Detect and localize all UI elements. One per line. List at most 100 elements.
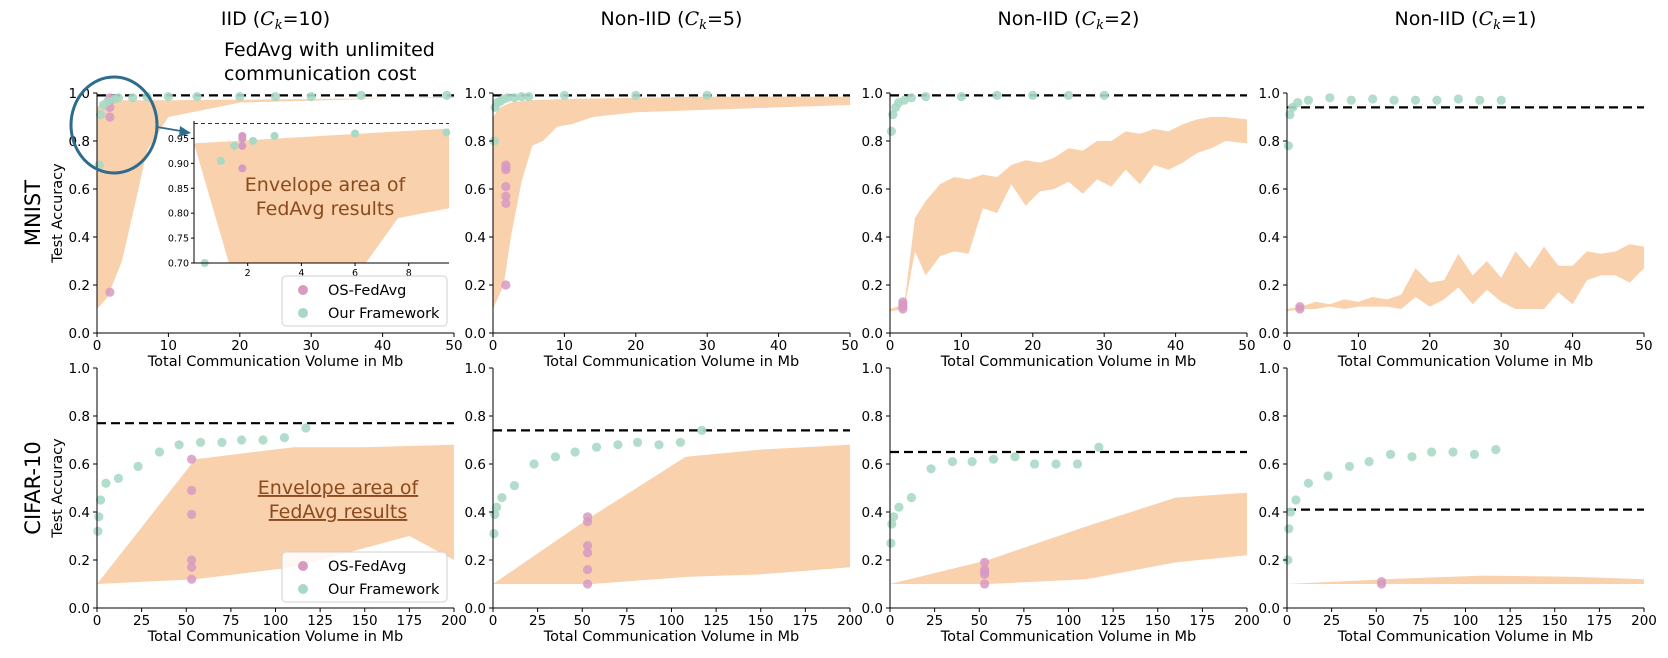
x-tick-label: 30 (1493, 338, 1510, 354)
framework-point (1453, 94, 1463, 104)
column-title-subscript: k (1493, 18, 1501, 33)
column-title-1: Non-IID (Ck=5) (601, 8, 743, 33)
framework-point (894, 502, 904, 512)
os-fedavg-point (105, 112, 115, 122)
framework-point (1368, 94, 1378, 104)
y-tick-label: 0.0 (69, 326, 90, 342)
panel-cifar-0: 0 25 50 75 100 125 150 175 200 0.0 0.2 0.4 0.6 0.8 1.0… (69, 361, 467, 645)
panel-mnist-2: 0 10 20 30 40 50 0.0 0.2 0.4 0.6 0.8 1.0 Total Commu… (862, 86, 1256, 370)
inset-y-tick-label: 0.70 (168, 259, 189, 270)
inset-y-tick-label: 0.85 (168, 184, 189, 195)
inset-framework-point (270, 131, 279, 140)
inset-framework-point (249, 136, 258, 145)
column-title-suffix: =2) (1104, 8, 1139, 30)
column-title-0: IID (Ck=10) (221, 8, 330, 33)
framework-point (1291, 495, 1301, 505)
inset-y-tick-label: 0.95 (168, 134, 189, 145)
fedavg-envelope-area (493, 444, 850, 584)
y-tick-label: 1.0 (862, 86, 883, 102)
x-tick-label: 20 (231, 338, 248, 354)
framework-point (192, 92, 202, 102)
framework-point (559, 90, 570, 100)
x-tick-label: 0 (489, 338, 498, 354)
os-fedavg-point (583, 512, 593, 522)
framework-point (947, 457, 958, 467)
framework-point (1323, 471, 1333, 481)
x-tick-label: 20 (627, 338, 644, 354)
legend-box (281, 275, 448, 327)
x-tick-label: 10 (1350, 338, 1367, 354)
inset-os-fedavg-point (238, 141, 247, 150)
framework-point (1448, 447, 1458, 457)
framework-point (550, 452, 561, 462)
x-tick-label: 50 (1368, 613, 1385, 629)
framework-point (301, 423, 311, 433)
zoom-inset: 2 4 6 8 0.70 0.75 0.80 0.85 0.90 0.95 (168, 121, 451, 279)
x-tick-label: 100 (1453, 613, 1479, 629)
x-tick-label: 30 (1096, 338, 1113, 354)
fedavg-envelope-area (890, 117, 1247, 312)
x-tick-label: 175 (792, 613, 818, 629)
x-tick-label: 50 (841, 338, 858, 354)
inset-x-tick-label: 8 (406, 268, 412, 279)
x-tick-label: 200 (1631, 613, 1657, 629)
os-fedavg-point (187, 555, 197, 565)
y-tick-label: 0.6 (1259, 182, 1280, 198)
os-fedavg-point (583, 579, 593, 589)
y-tick-label: 0.4 (1259, 230, 1280, 246)
os-fedavg-point (898, 297, 908, 307)
row-label-mnist: MNIST (21, 180, 45, 246)
x-axis-label: Total Communication Volume in Mb (543, 629, 799, 645)
x-tick-label: 200 (1234, 613, 1260, 629)
y-tick-label: 0.8 (1259, 134, 1280, 150)
y-tick-label: 1.0 (69, 361, 90, 377)
framework-point (524, 92, 534, 102)
x-tick-label: 50 (1238, 338, 1255, 354)
y-tick-label: 1.0 (1259, 86, 1280, 102)
x-axis-label: Total Communication Volume in Mb (1337, 354, 1593, 370)
x-tick-label: 0 (1283, 338, 1292, 354)
framework-point (899, 95, 909, 105)
framework-point (1063, 90, 1074, 100)
y-tick-label: 0.2 (1259, 553, 1280, 569)
inset-x-tick-label: 6 (352, 268, 358, 279)
envelope-annotation: Envelope area of (245, 174, 407, 196)
framework-point (632, 437, 643, 447)
x-tick-label: 150 (1542, 613, 1568, 629)
framework-point (1410, 95, 1421, 105)
envelope-annotation: FedAvg results (256, 198, 395, 220)
os-fedavg-point (187, 454, 197, 464)
column-title-suffix: =5) (707, 8, 742, 30)
x-tick-label: 125 (703, 613, 729, 629)
column-title-subscript: k (275, 18, 283, 33)
x-tick-label: 25 (133, 613, 150, 629)
framework-point (94, 512, 104, 522)
legend-cifar10: OS-FedAvg Our Framework (281, 551, 448, 603)
x-tick-label: 25 (1323, 613, 1340, 629)
framework-point (509, 481, 520, 491)
zoom-arrow-head (179, 126, 191, 137)
framework-point (1385, 449, 1396, 459)
y-axis-label-mnist: Test Accuracy (50, 163, 66, 264)
panel-mnist-1: 0 10 20 30 40 50 0.0 0.2 0.4 0.6 0.8 1.0 Total Commu… (465, 86, 859, 370)
x-tick-label: 40 (374, 338, 391, 354)
framework-point (1285, 110, 1295, 120)
envelope-annotation: Envelope area of (258, 477, 420, 499)
x-tick-label: 75 (618, 613, 635, 629)
x-tick-label: 30 (303, 338, 320, 354)
os-fedavg-point (501, 280, 511, 290)
framework-point (1389, 95, 1399, 105)
framework-point (967, 457, 977, 467)
os-fedavg-point (501, 191, 511, 201)
framework-point (1099, 90, 1109, 100)
framework-point (113, 473, 124, 483)
framework-point (217, 437, 227, 447)
x-tick-label: 10 (953, 338, 970, 354)
y-tick-label: 0.4 (465, 505, 486, 521)
x-tick-label: 150 (748, 613, 774, 629)
x-tick-label: 10 (556, 338, 573, 354)
framework-point (236, 435, 247, 445)
x-tick-label: 20 (1421, 338, 1438, 354)
x-axis-label: Total Communication Volume in Mb (940, 354, 1196, 370)
